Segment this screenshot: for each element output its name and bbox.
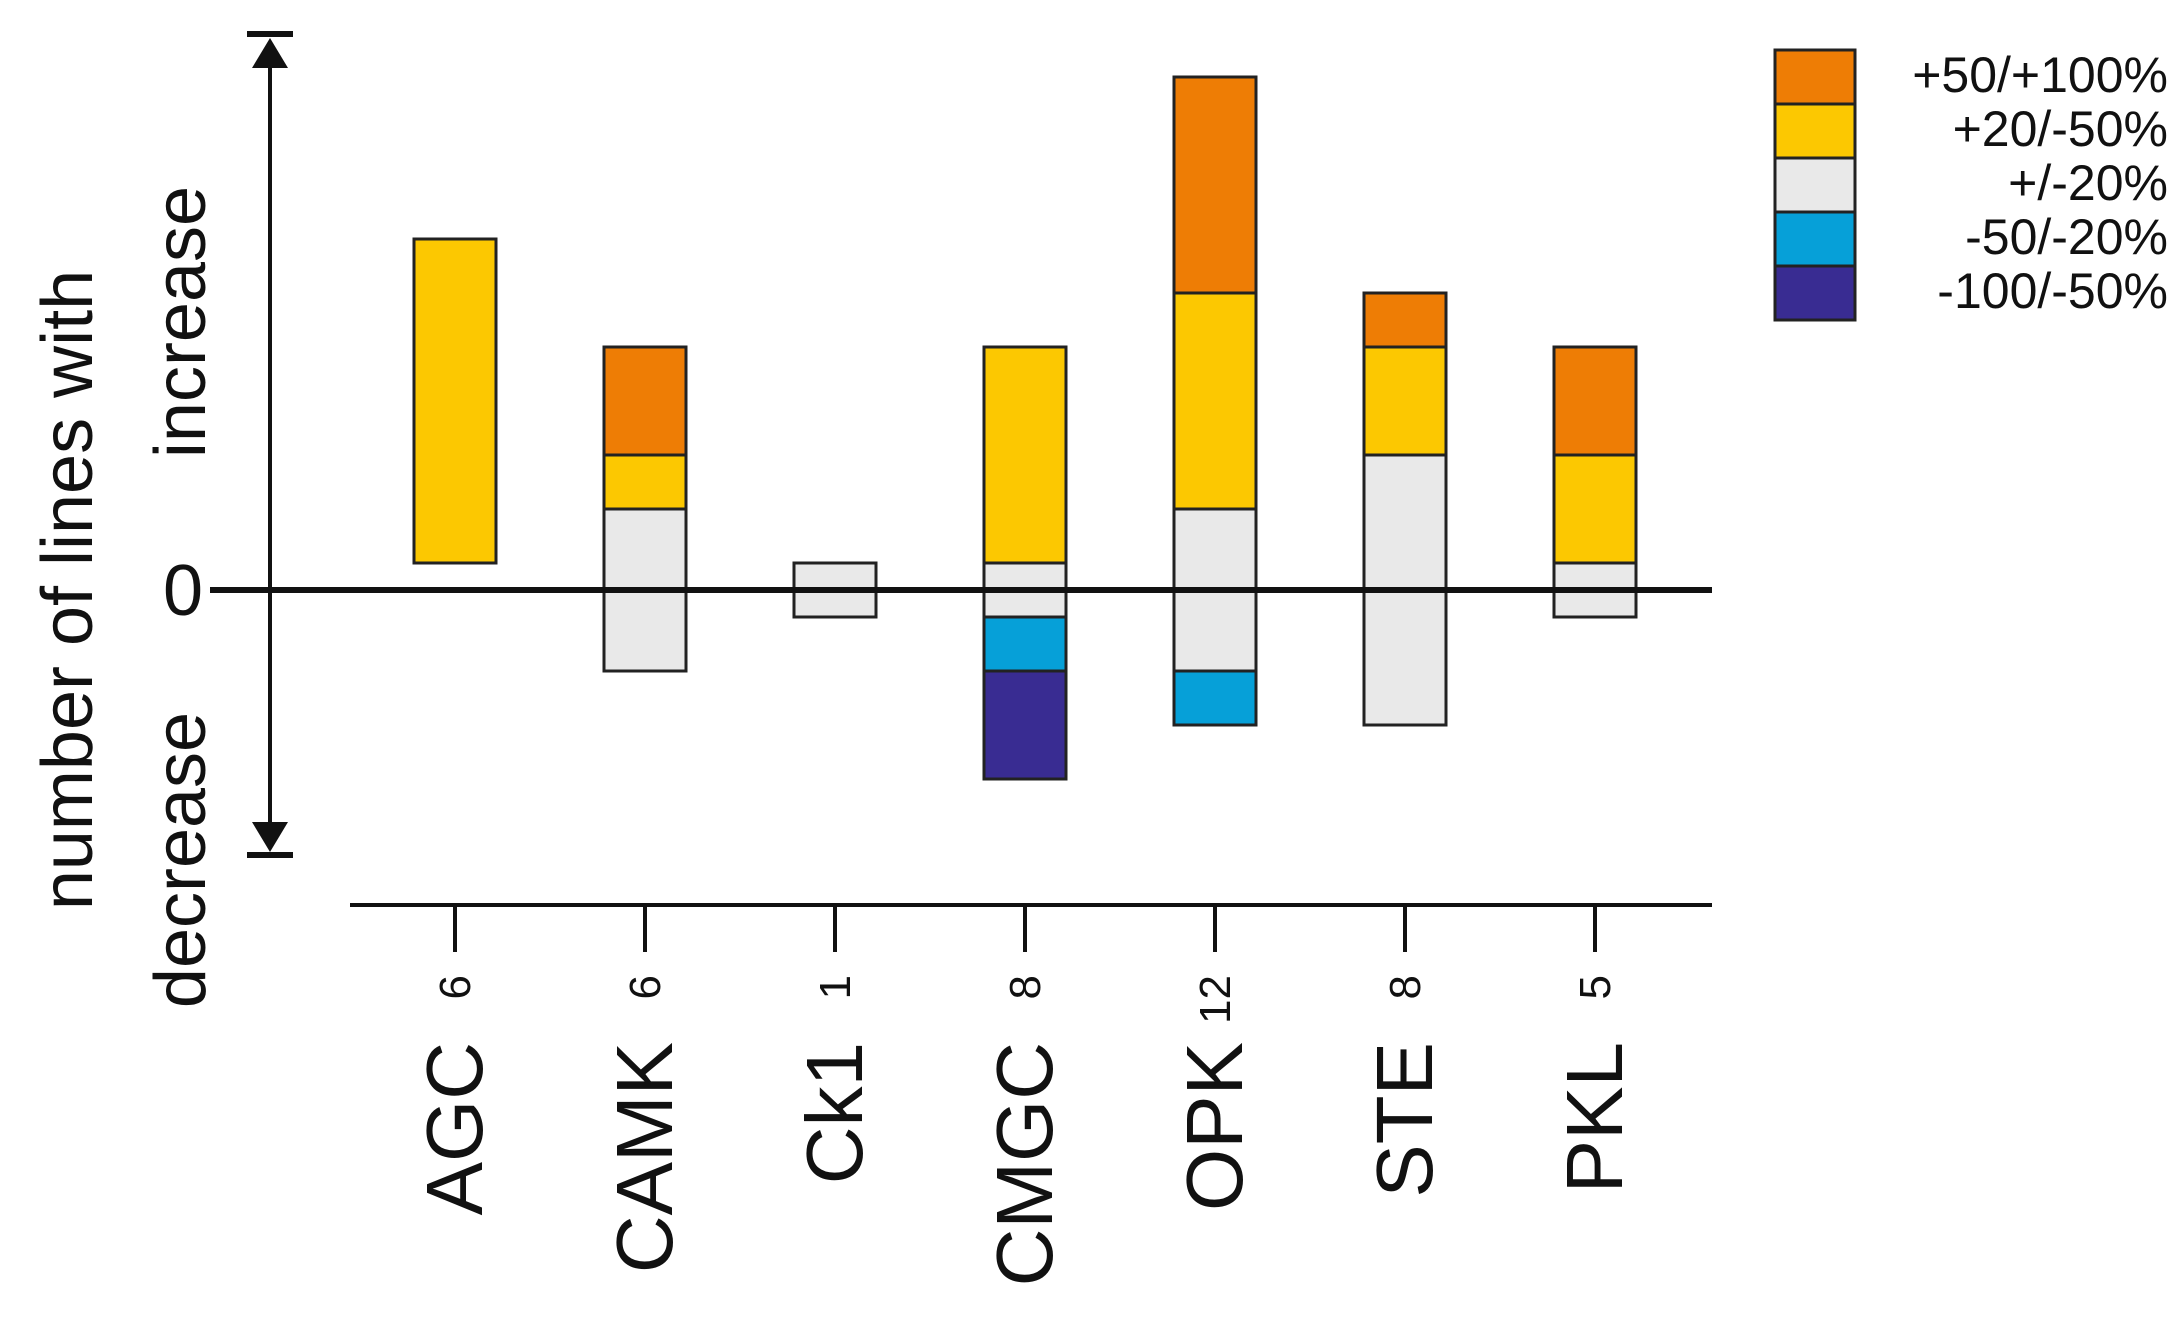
category-count-label: 12 (1191, 975, 1240, 1024)
legend-swatch-dec_strong (1773, 264, 1857, 322)
bar-segment-cmgc-dec_strong (982, 669, 1068, 781)
zero-label: 0 (163, 551, 203, 631)
y-axis-label-increase: increase (141, 186, 221, 458)
category-label: Ck1 (790, 1042, 879, 1184)
legend-label-dec_strong: -100/-50% (1937, 263, 2168, 319)
legend-swatch-neutral (1773, 156, 1857, 214)
legend-swatch-inc_strong (1773, 48, 1857, 106)
category-count-label: 5 (1571, 975, 1620, 999)
bar-segment-opk-dec_mod (1172, 669, 1258, 727)
legend-label-dec_mod: -50/-20% (1965, 209, 2168, 265)
category-label: CAMK (600, 1042, 689, 1273)
y-direction-arrow (247, 31, 293, 858)
y-axis-label-decrease: decrease (141, 712, 221, 1008)
arrow-head-down (252, 822, 288, 852)
legend-label-inc_mod: +20/-50% (1953, 101, 2168, 157)
bar-segment-cmgc-inc_mod (982, 345, 1068, 565)
bars-group (412, 75, 1638, 781)
bar-segment-camk-inc_mod (602, 453, 688, 511)
bar-segment-camk-inc_strong (602, 345, 688, 457)
category-label: AGC (410, 1042, 499, 1215)
category-axis-labels: 6 AGC 6 CAMK 1 Ck1 8 CMGC 12 OPK 8 STE 5 PKL (410, 905, 1639, 1286)
legend-label-inc_strong: +50/+100% (1912, 47, 2168, 103)
category-label: PKL (1550, 1042, 1639, 1193)
category-count-label: 1 (811, 975, 860, 999)
category-label: CMGC (980, 1042, 1069, 1286)
bar-segment-ste-inc_mod (1362, 345, 1448, 457)
category-count-label: 6 (621, 975, 670, 999)
bar-segment-pkl-inc_mod (1552, 453, 1638, 565)
category-label: OPK (1170, 1042, 1259, 1211)
bar-segment-opk-inc_mod (1172, 291, 1258, 511)
category-label: STE (1360, 1042, 1449, 1198)
legend-swatch-dec_mod (1773, 210, 1857, 268)
category-count-label: 6 (431, 975, 480, 999)
legend: +50/+100%+20/-50%+/-20%-50/-20%-100/-50% (1773, 47, 2168, 322)
category-count-label: 8 (1001, 975, 1050, 999)
bar-segment-ste-inc_strong (1362, 291, 1448, 349)
arrow-head-up (252, 38, 288, 68)
y-axis-title: number of lines with increase decrease (28, 186, 221, 1008)
category-count-label: 8 (1381, 975, 1430, 999)
bar-segment-opk-inc_strong (1172, 75, 1258, 295)
bar-segment-agc-inc_mod (412, 237, 498, 565)
bar-segment-pkl-inc_strong (1552, 345, 1638, 457)
legend-swatch-inc_mod (1773, 102, 1857, 160)
bar-segment-cmgc-dec_mod (982, 615, 1068, 673)
y-axis-label: number of lines with (28, 270, 108, 910)
legend-label-neutral: +/-20% (2008, 155, 2168, 211)
